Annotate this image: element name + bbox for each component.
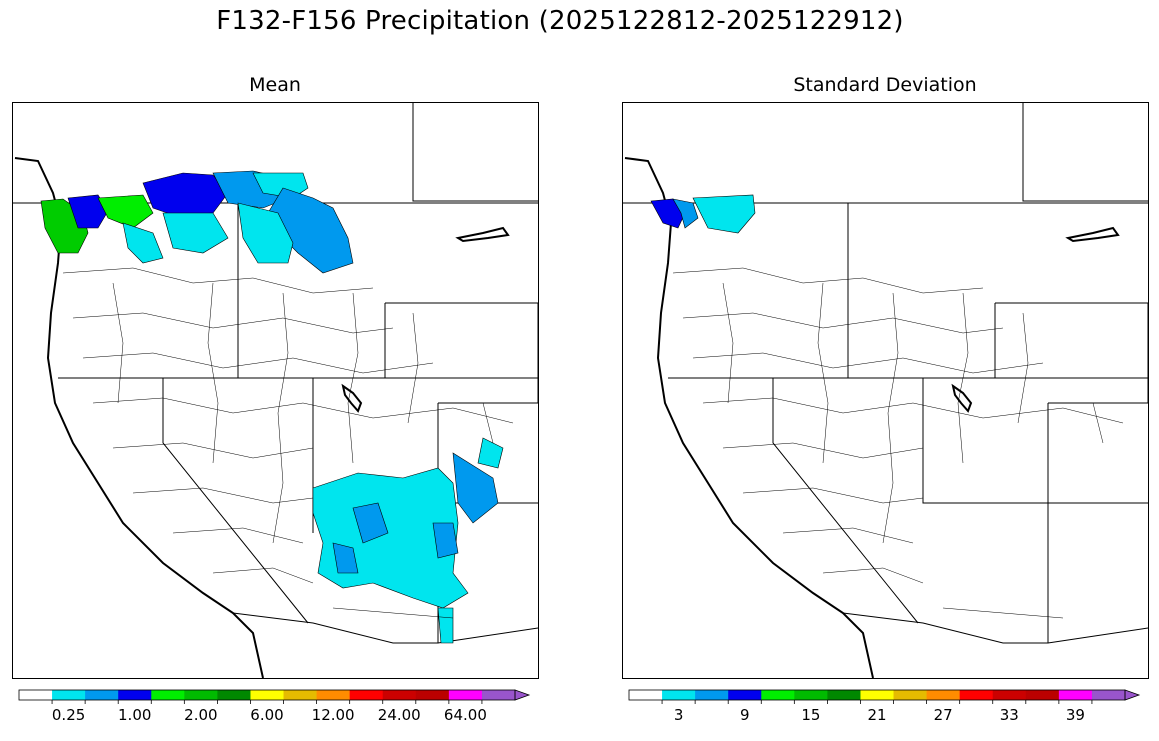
colorbar-extend-arrow [514, 689, 531, 701]
colorbar-swatch [448, 690, 483, 700]
colorbar-tick-label: 24.00 [378, 706, 421, 724]
stddev-colorbar: 3 9 15 21 27 33 39 [628, 688, 1148, 738]
colorbar-swatch [827, 690, 861, 700]
colorbar-tick-label: 6.00 [250, 706, 283, 724]
colorbar-swatch [761, 690, 795, 700]
colorbar-tick-label: 2.00 [184, 706, 217, 724]
state-boundaries [623, 103, 1148, 644]
colorbar-swatch [893, 690, 928, 700]
colorbar-swatch [926, 690, 961, 700]
colorbar-swatch [959, 690, 994, 700]
colorbar-swatch [382, 690, 417, 700]
figure-title: F132-F156 Precipitation (2025122812-2025… [216, 6, 904, 36]
colorbar-swatch [629, 690, 663, 700]
colorbar-tick-label: 33 [1000, 706, 1019, 724]
colorbar-swatch [728, 690, 762, 700]
coastline [624, 157, 874, 678]
colorbar-swatch [184, 690, 218, 700]
colorbar-tick-label: 9 [740, 706, 750, 724]
colorbar-tick-label: 1.00 [118, 706, 151, 724]
colorbar-extend-arrow [1124, 689, 1141, 701]
colorbar-outline [18, 689, 516, 701]
colorbar-outline [628, 689, 1126, 701]
colorbar-tick-label: 12.00 [312, 706, 355, 724]
colorbar-swatch [118, 690, 152, 700]
colorbar-swatch [481, 690, 515, 700]
precip-regions [40, 170, 504, 644]
colorbar-swatch [52, 690, 86, 700]
colorbar-swatch [1091, 690, 1125, 700]
colorbar-tick-label: 3 [674, 706, 684, 724]
stddev-map [622, 102, 1149, 679]
colorbar-tick-label: 21 [867, 706, 886, 724]
panel-title-mean: Mean [249, 74, 301, 96]
colorbar-swatch [794, 690, 828, 700]
colorbar-swatch [217, 690, 251, 700]
mean-map [12, 102, 539, 679]
stddev-regions [650, 194, 756, 234]
colorbar-tick-label: 27 [934, 706, 953, 724]
colorbar-tick-label: 15 [801, 706, 820, 724]
watershed-lines [62, 267, 514, 619]
colorbar-swatch [1058, 690, 1093, 700]
colorbar-swatch [860, 690, 895, 700]
colorbar-swatch [695, 690, 729, 700]
panel-title-std: Standard Deviation [793, 74, 977, 96]
colorbar-swatch [415, 690, 450, 700]
colorbar-swatch [349, 690, 384, 700]
colorbar-swatch [151, 690, 185, 700]
colorbar-tick-label: 0.25 [52, 706, 85, 724]
colorbar-swatch [85, 690, 119, 700]
colorbar-swatch [316, 690, 351, 700]
colorbar-swatch [19, 690, 53, 700]
colorbar-tick-label: 39 [1066, 706, 1085, 724]
colorbar-swatch [992, 690, 1027, 700]
mean-colorbar: 0.25 1.00 2.00 6.00 12.00 24.00 64.00 [18, 688, 538, 738]
colorbar-tick-label: 64.00 [444, 706, 487, 724]
watershed-lines [672, 267, 1124, 619]
colorbar-swatch [283, 690, 318, 700]
colorbar-swatch [1025, 690, 1060, 700]
colorbar-swatch [250, 690, 285, 700]
colorbar-swatch [662, 690, 696, 700]
